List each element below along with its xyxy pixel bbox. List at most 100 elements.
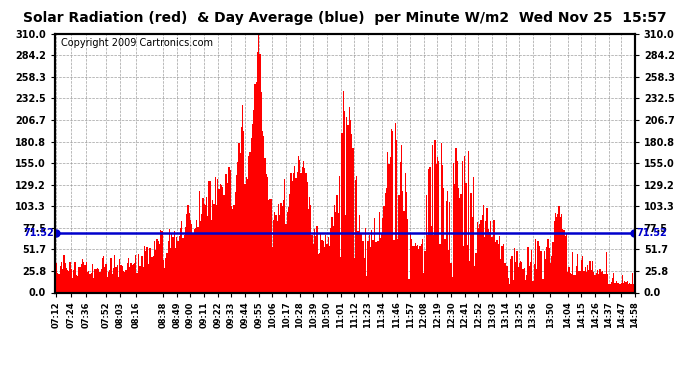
Bar [390, 157, 391, 292]
Bar [323, 240, 324, 292]
Bar [491, 237, 493, 292]
Bar [171, 233, 172, 292]
Bar [311, 236, 313, 292]
Bar [360, 233, 361, 292]
Bar [508, 278, 509, 292]
Bar [145, 251, 146, 292]
Bar [569, 267, 570, 292]
Bar [305, 173, 306, 292]
Bar [132, 264, 134, 292]
Bar [255, 82, 257, 292]
Bar [294, 166, 295, 292]
Bar [577, 254, 578, 292]
Bar [249, 152, 250, 292]
Bar [124, 272, 126, 292]
Bar [359, 214, 360, 292]
Bar [542, 279, 544, 292]
Bar [357, 231, 359, 292]
Bar [282, 206, 283, 292]
Bar [169, 229, 170, 292]
Bar [490, 221, 491, 292]
Bar [475, 253, 477, 292]
Bar [289, 194, 290, 292]
Bar [345, 215, 346, 292]
Bar [238, 142, 239, 292]
Bar [275, 216, 277, 292]
Bar [141, 256, 143, 292]
Bar [518, 267, 519, 292]
Bar [247, 179, 248, 292]
Bar [474, 266, 475, 292]
Bar [449, 202, 451, 292]
Bar [437, 158, 438, 292]
Bar [377, 242, 379, 292]
Bar [473, 177, 474, 292]
Bar [159, 244, 160, 292]
Bar [615, 281, 617, 292]
Bar [226, 174, 227, 292]
Bar [70, 269, 72, 292]
Bar [627, 280, 628, 292]
Bar [524, 268, 525, 292]
Bar [288, 207, 289, 292]
Bar [393, 240, 395, 292]
Bar [381, 234, 382, 292]
Bar [216, 206, 217, 292]
Bar [259, 54, 261, 292]
Bar [270, 199, 272, 292]
Bar [511, 256, 513, 292]
Bar [407, 219, 408, 292]
Bar [500, 259, 502, 292]
Bar [230, 170, 231, 292]
Bar [510, 259, 511, 292]
Bar [353, 148, 354, 292]
Bar [320, 234, 322, 292]
Bar [99, 272, 101, 292]
Bar [186, 213, 188, 292]
Bar [551, 256, 552, 292]
Bar [578, 271, 580, 292]
Bar [135, 255, 137, 292]
Bar [471, 217, 473, 292]
Bar [87, 272, 88, 292]
Bar [166, 253, 168, 292]
Bar [391, 129, 392, 292]
Bar [62, 269, 63, 292]
Bar [236, 175, 237, 292]
Bar [609, 284, 611, 292]
Bar [485, 221, 486, 292]
Bar [248, 156, 249, 292]
Bar [602, 271, 603, 292]
Bar [86, 262, 87, 292]
Bar [208, 181, 210, 292]
Bar [175, 248, 176, 292]
Bar [138, 254, 139, 292]
Bar [443, 188, 444, 292]
Bar [351, 134, 353, 292]
Bar [309, 197, 310, 292]
Bar [566, 234, 567, 292]
Bar [126, 263, 128, 292]
Bar [428, 169, 429, 292]
Bar [626, 282, 627, 292]
Bar [273, 220, 274, 292]
Bar [354, 258, 355, 292]
Bar [613, 273, 614, 292]
Bar [206, 197, 207, 292]
Bar [466, 245, 468, 292]
Bar [368, 235, 370, 292]
Bar [146, 248, 148, 292]
Bar [553, 221, 555, 292]
Bar [310, 206, 311, 292]
Bar [165, 258, 166, 292]
Bar [107, 277, 108, 292]
Bar [164, 268, 165, 292]
Bar [600, 269, 601, 292]
Bar [555, 213, 556, 292]
Bar [68, 272, 70, 292]
Bar [459, 198, 460, 292]
Bar [535, 239, 536, 292]
Bar [233, 205, 235, 292]
Bar [586, 272, 587, 292]
Bar [58, 274, 59, 292]
